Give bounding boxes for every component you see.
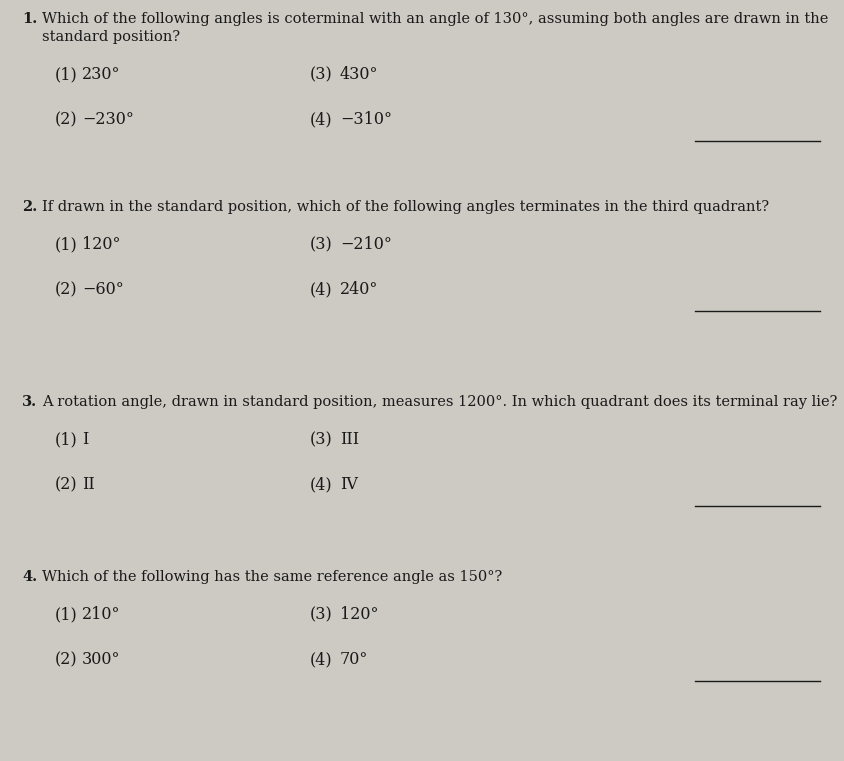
Text: (4): (4) — [310, 281, 333, 298]
Text: −210°: −210° — [339, 236, 392, 253]
Text: 70°: 70° — [339, 651, 368, 668]
Text: (2): (2) — [55, 111, 78, 128]
Text: 2.: 2. — [22, 200, 37, 214]
Text: (3): (3) — [310, 606, 333, 623]
Text: −60°: −60° — [82, 281, 123, 298]
Text: A rotation angle, drawn in standard position, measures 1200°. In which quadrant : A rotation angle, drawn in standard posi… — [42, 395, 836, 409]
Text: (1): (1) — [55, 431, 78, 448]
Text: (2): (2) — [55, 651, 78, 668]
Text: I: I — [82, 431, 89, 448]
Text: IV: IV — [339, 476, 358, 493]
Text: 120°: 120° — [339, 606, 378, 623]
Text: 240°: 240° — [339, 281, 378, 298]
Text: 4.: 4. — [22, 570, 37, 584]
Text: 1.: 1. — [22, 12, 37, 26]
Text: −310°: −310° — [339, 111, 392, 128]
Text: (3): (3) — [310, 66, 333, 83]
Text: 120°: 120° — [82, 236, 121, 253]
Text: (3): (3) — [310, 431, 333, 448]
Text: (4): (4) — [310, 111, 333, 128]
Text: −230°: −230° — [82, 111, 133, 128]
Text: III: III — [339, 431, 359, 448]
Text: 210°: 210° — [82, 606, 121, 623]
Text: 430°: 430° — [339, 66, 378, 83]
Text: II: II — [82, 476, 95, 493]
Text: (1): (1) — [55, 66, 78, 83]
Text: (2): (2) — [55, 281, 78, 298]
Text: (1): (1) — [55, 606, 78, 623]
Text: (1): (1) — [55, 236, 78, 253]
Text: standard position?: standard position? — [42, 30, 180, 44]
Text: (4): (4) — [310, 651, 333, 668]
Text: (2): (2) — [55, 476, 78, 493]
Text: 300°: 300° — [82, 651, 121, 668]
Text: (3): (3) — [310, 236, 333, 253]
Text: (4): (4) — [310, 476, 333, 493]
Text: 230°: 230° — [82, 66, 121, 83]
Text: 3.: 3. — [22, 395, 37, 409]
Text: If drawn in the standard position, which of the following angles terminates in t: If drawn in the standard position, which… — [42, 200, 768, 214]
Text: Which of the following has the same reference angle as 150°?: Which of the following has the same refe… — [42, 570, 501, 584]
Text: Which of the following angles is coterminal with an angle of 130°, assuming both: Which of the following angles is cotermi… — [42, 12, 827, 26]
